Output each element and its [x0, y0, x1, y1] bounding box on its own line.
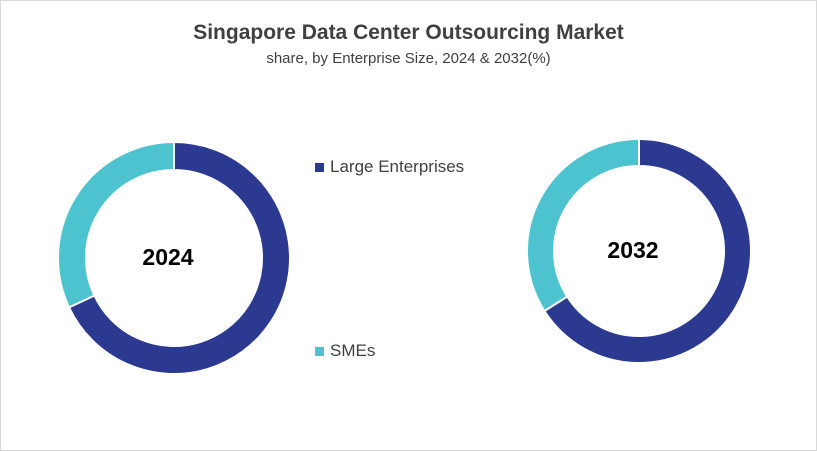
donut-slice-smes: [57, 140, 175, 309]
legend-item-smes: SMEs: [315, 341, 375, 361]
donut-center-label: 2024: [142, 244, 193, 270]
legend-label: SMEs: [330, 341, 376, 360]
donut-slice-smes: [526, 137, 640, 313]
legend-item-large-enterprises: Large Enterprises: [315, 157, 464, 177]
legend-label: Large Enterprises: [330, 157, 465, 176]
donut-slice-large-enterprises: [67, 140, 291, 375]
legend-swatch: [315, 346, 324, 356]
donut-center-label: 2032: [607, 237, 658, 263]
chart-title: Singapore Data Center Outsourcing Market: [193, 21, 624, 44]
donut-slice-large-enterprises: [543, 137, 752, 364]
legend-swatch: [315, 162, 324, 172]
chart-subtitle: share, by Enterprise Size, 2024 & 2032(%…: [266, 50, 551, 67]
